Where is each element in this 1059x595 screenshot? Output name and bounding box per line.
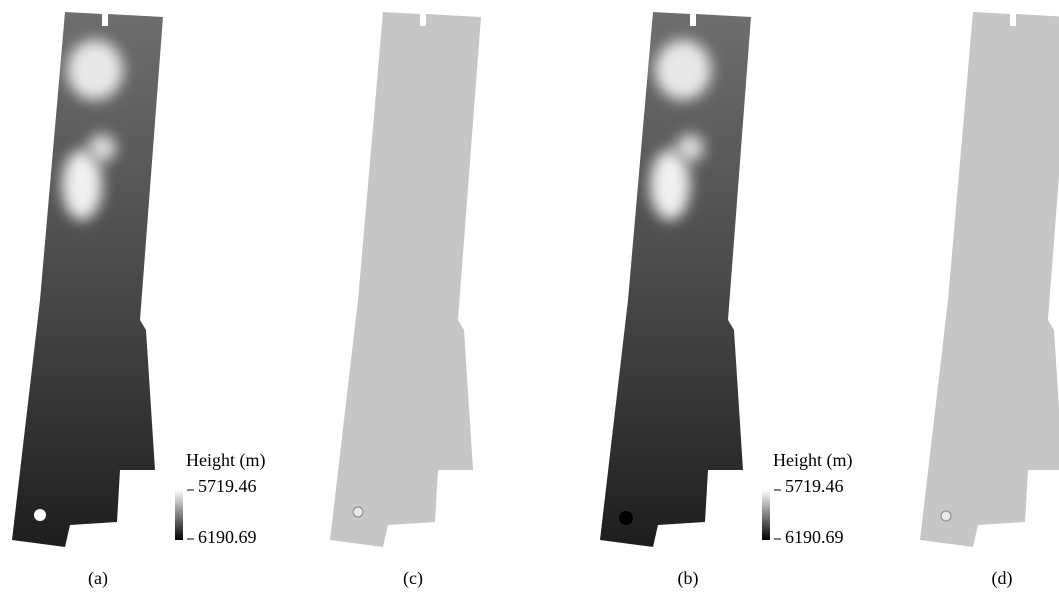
panel-b xyxy=(600,12,751,547)
legend-bar xyxy=(762,490,770,540)
legend-max: 5719.46 xyxy=(198,476,257,496)
legend-title: Height (m) xyxy=(773,450,852,471)
legend-min: 6190.69 xyxy=(785,527,844,547)
panel-c xyxy=(330,12,481,547)
legend-min: 6190.69 xyxy=(198,527,257,547)
panel-label: (b) xyxy=(678,568,699,589)
figure: Height (m) 5719.46 6190.69 Height (m) 57… xyxy=(0,0,1059,595)
legend: Height (m) 5719.46 6190.69 xyxy=(175,450,265,547)
legend-bar xyxy=(175,490,183,540)
legend: Height (m) 5719.46 6190.69 xyxy=(762,450,852,547)
panel-label: (c) xyxy=(403,568,423,589)
panel-label: (a) xyxy=(88,568,108,589)
panel-a xyxy=(12,12,163,547)
panel-label: (d) xyxy=(992,568,1013,589)
legend-title: Height (m) xyxy=(186,450,265,471)
panel-d xyxy=(920,12,1059,547)
legend-max: 5719.46 xyxy=(785,476,844,496)
